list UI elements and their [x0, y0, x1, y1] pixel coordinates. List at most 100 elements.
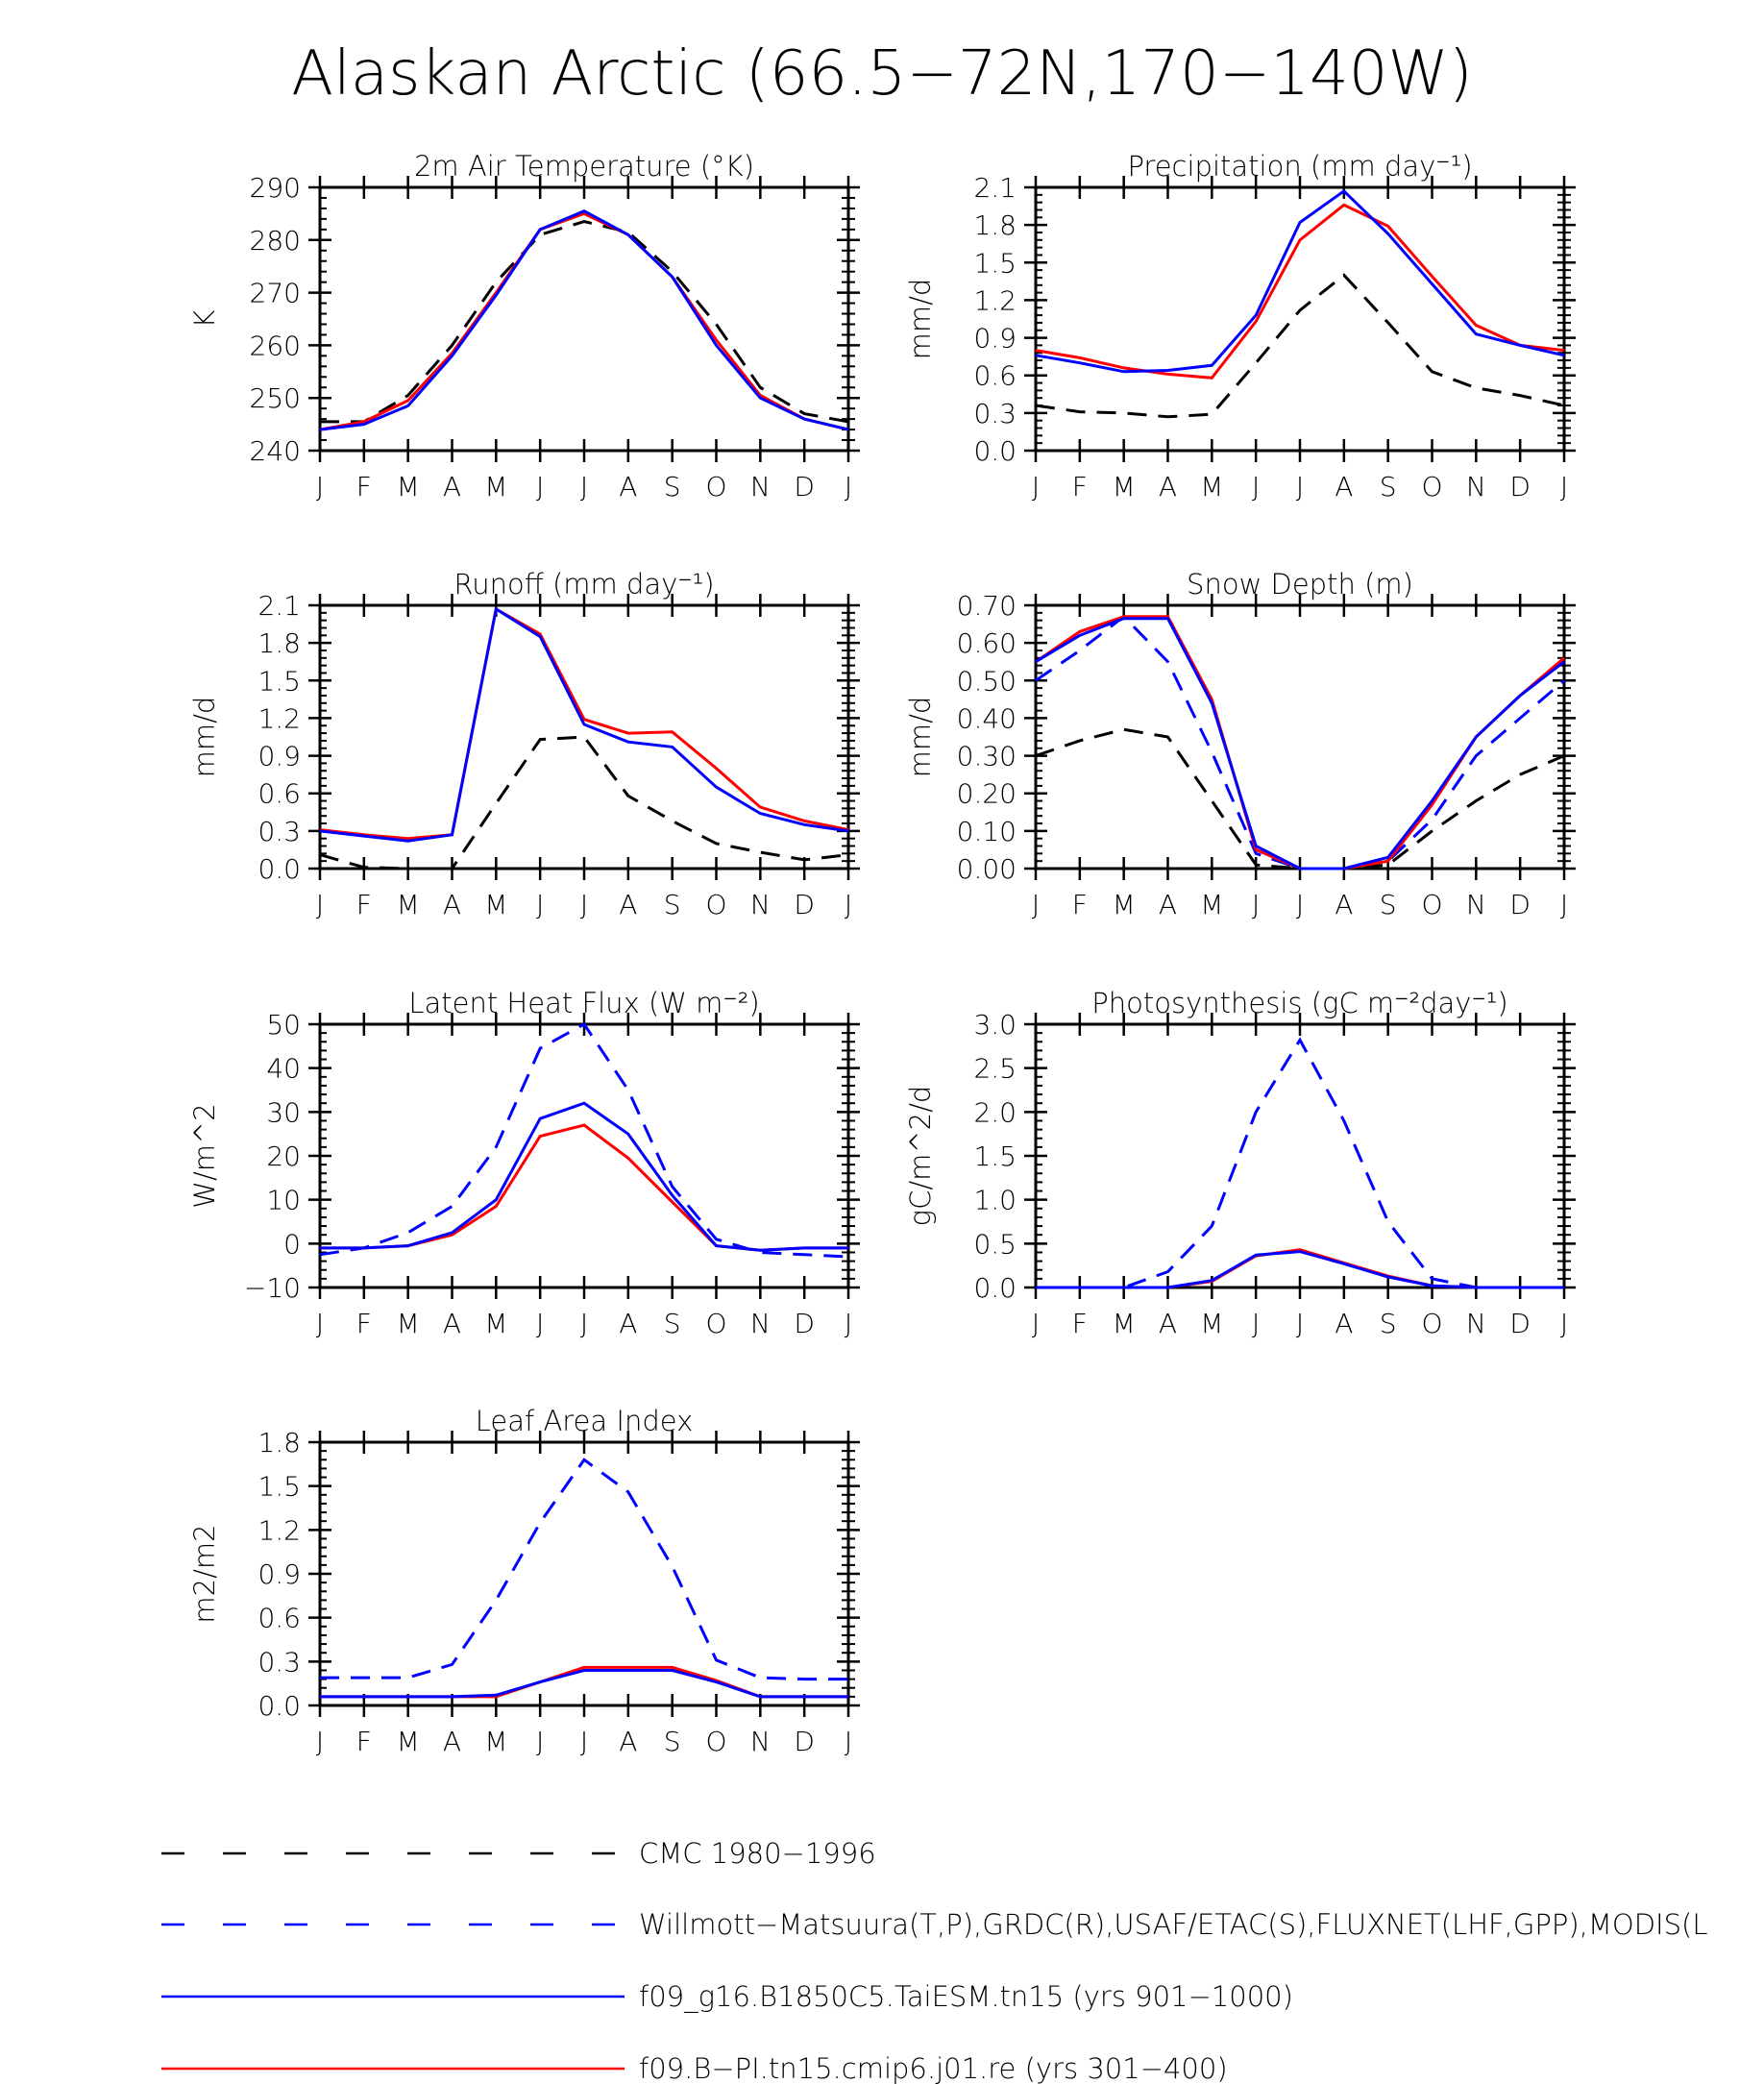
- x-tick-label: A: [443, 471, 461, 503]
- x-tick-label: J: [580, 889, 588, 920]
- chart-panel: Snow Depth (m)mm/d0.000.100.200.300.400.…: [904, 568, 1576, 920]
- x-tick-label: A: [1159, 1308, 1177, 1339]
- y-axis-label: mm/d: [904, 697, 937, 778]
- x-tick-label: A: [443, 889, 461, 920]
- y-tick-label: 0.60: [957, 627, 1017, 659]
- plot-frame: [318, 185, 850, 453]
- x-tick-label: S: [664, 889, 681, 920]
- y-tick-label: 0.00: [957, 853, 1017, 885]
- y-tick-label: 20: [266, 1140, 301, 1172]
- x-tick-label: O: [705, 1308, 726, 1339]
- x-tick-label: J: [1560, 471, 1568, 503]
- y-tick-label: 0: [283, 1228, 301, 1260]
- plot-frame: [1034, 603, 1566, 870]
- x-tick-label: A: [1159, 889, 1177, 920]
- x-tick-label: O: [1421, 889, 1442, 920]
- x-tick-label: J: [1252, 889, 1260, 920]
- y-tick-label: 10: [266, 1185, 301, 1216]
- x-tick-label: J: [1560, 889, 1568, 920]
- x-tick-label: J: [1032, 889, 1040, 920]
- x-tick-label: A: [443, 1726, 461, 1757]
- x-tick-label: A: [619, 889, 637, 920]
- x-tick-label: N: [750, 471, 771, 503]
- y-tick-label: 0.0: [257, 853, 301, 885]
- y-axis-label: mm/d: [188, 697, 221, 778]
- x-tick-label: F: [1072, 471, 1088, 503]
- x-tick-label: J: [316, 889, 324, 920]
- x-tick-label: S: [664, 1726, 681, 1757]
- series-line-cmip6: [320, 1123, 848, 1252]
- x-tick-label: N: [1466, 889, 1486, 920]
- x-tick-label: N: [750, 889, 771, 920]
- x-tick-label: D: [1509, 889, 1531, 920]
- y-axis-label: W/m^2: [188, 1103, 221, 1208]
- y-tick-label: 1.8: [973, 209, 1017, 241]
- x-tick-label: J: [1252, 1308, 1260, 1339]
- y-tick-label: 0.6: [257, 1603, 301, 1634]
- plot-frame: [318, 1022, 850, 1289]
- x-tick-label: J: [1560, 1308, 1568, 1339]
- y-tick-label: 0.6: [973, 360, 1017, 392]
- y-axis-label: K: [188, 309, 221, 328]
- x-tick-label: A: [1335, 471, 1353, 503]
- y-tick-label: 0.9: [973, 323, 1017, 355]
- y-tick-label: 0.40: [957, 702, 1017, 734]
- x-tick-label: O: [1421, 471, 1442, 503]
- series-line-obs: [320, 1458, 848, 1681]
- y-tick-label: 2.5: [973, 1053, 1017, 1085]
- x-tick-label: O: [1421, 1308, 1442, 1339]
- legend-label-cmc: CMC 1980−1996: [639, 1837, 876, 1870]
- x-tick-label: J: [1296, 471, 1304, 503]
- y-tick-label: 0.0: [973, 1272, 1017, 1304]
- x-tick-label: S: [1380, 471, 1397, 503]
- plot-frame: [318, 603, 850, 870]
- y-tick-label: 0.20: [957, 778, 1017, 810]
- series-line-cmc: [319, 735, 849, 870]
- x-tick-label: A: [619, 471, 637, 503]
- y-tick-label: 0.5: [973, 1228, 1017, 1260]
- y-tick-label: 1.2: [257, 702, 301, 734]
- x-tick-label: M: [1113, 471, 1136, 503]
- x-tick-label: F: [1072, 1308, 1088, 1339]
- x-tick-label: J: [1032, 471, 1040, 503]
- x-tick-label: D: [1509, 471, 1531, 503]
- x-tick-label: M: [397, 471, 420, 503]
- figure-title: Alaskan Arctic (66.5−72N,170−140W): [291, 38, 1472, 110]
- series-line-taiesm: [1036, 1250, 1564, 1289]
- x-tick-label: J: [536, 1726, 544, 1757]
- x-tick-label: A: [1159, 471, 1177, 503]
- x-tick-label: S: [664, 471, 681, 503]
- x-tick-label: A: [619, 1308, 637, 1339]
- chart-panel: Leaf Area Indexm2/m20.00.30.60.91.21.51.…: [188, 1405, 860, 1757]
- x-tick-label: J: [536, 471, 544, 503]
- y-tick-label: 290: [250, 172, 301, 204]
- y-tick-label: 270: [250, 278, 301, 309]
- x-tick-label: A: [619, 1726, 637, 1757]
- x-tick-label: M: [1200, 889, 1223, 920]
- y-tick-label: 0.3: [257, 816, 301, 847]
- x-tick-label: J: [845, 889, 852, 920]
- y-tick-label: 250: [250, 382, 301, 414]
- series-line-taiesm: [319, 606, 849, 843]
- y-tick-label: 0.0: [257, 1690, 301, 1722]
- x-tick-label: F: [356, 471, 372, 503]
- series-line-cmip6: [1035, 203, 1565, 380]
- x-tick-label: O: [705, 1726, 726, 1757]
- x-tick-label: F: [356, 889, 372, 920]
- y-tick-label: 30: [266, 1096, 301, 1128]
- x-tick-label: S: [1380, 1308, 1397, 1339]
- x-tick-label: J: [536, 889, 544, 920]
- x-tick-label: M: [484, 889, 507, 920]
- chart-panel: Photosynthesis (gC m⁻²day⁻¹)gC/m^2/d0.00…: [904, 987, 1576, 1339]
- series-line-cmc: [1035, 273, 1565, 419]
- y-tick-label: 0.30: [957, 741, 1017, 772]
- y-tick-label: 240: [250, 435, 301, 467]
- y-tick-label: −10: [244, 1272, 301, 1304]
- y-tick-label: 1.5: [973, 247, 1017, 279]
- x-tick-label: M: [1113, 889, 1136, 920]
- x-tick-label: M: [1113, 1308, 1136, 1339]
- x-tick-label: M: [484, 1726, 507, 1757]
- series-line-cmip6: [319, 211, 849, 431]
- chart-panel: Precipitation (mm day⁻¹)mm/d0.00.30.60.9…: [904, 150, 1576, 503]
